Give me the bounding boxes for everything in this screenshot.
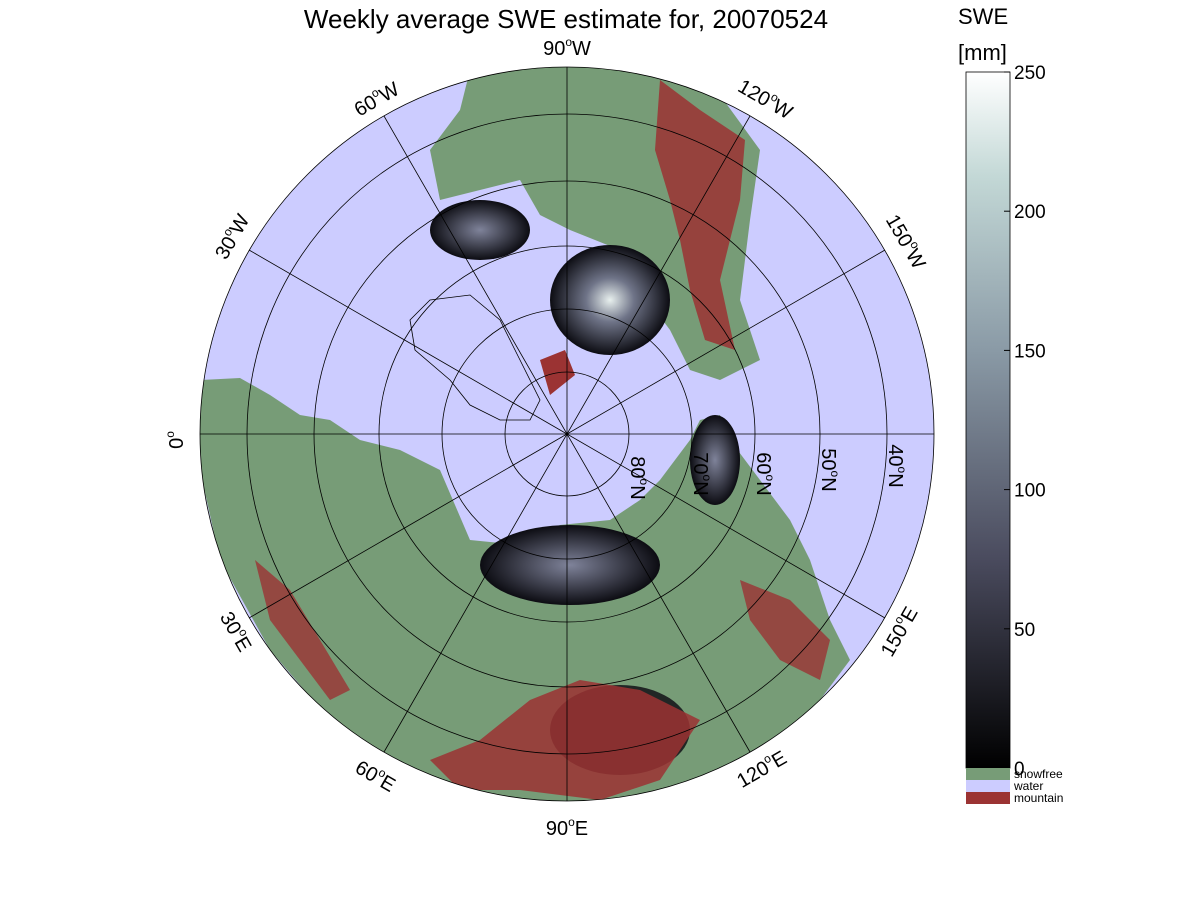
snow-east-siberia [690, 415, 740, 505]
colorbar-ticks: 250 200 150 100 50 0 [1004, 63, 1046, 780]
colorbar-unit: [mm] [958, 40, 1007, 65]
mountain-himalaya [430, 680, 700, 800]
mountain-rockies [655, 80, 745, 350]
label-60n: 60oN [752, 452, 777, 495]
colorbar-tick-label: 50 [1014, 620, 1035, 641]
category-label-mountain: mountain [1014, 791, 1063, 805]
label-60e: 60oE [351, 754, 400, 797]
mountain-east-asia [740, 580, 830, 680]
category-swatch-mountain [966, 792, 1010, 804]
map-title: Weekly average SWE estimate for, 2007052… [303, 4, 829, 34]
mountain-europe [255, 560, 350, 700]
colorbar-tick-label: 250 [1014, 63, 1046, 84]
label-90w: 90oW [543, 35, 591, 60]
colorbar-tick-label: 0 [1014, 759, 1025, 780]
category-label-snowfree: snowfree [1014, 767, 1063, 781]
colorbar-title: SWE [958, 4, 1009, 29]
category-label-water: water [1013, 779, 1043, 793]
map-frame [199, 66, 935, 802]
colorbar-tick-label: 200 [1014, 202, 1046, 223]
label-50n: 50oN [817, 448, 842, 491]
snow-siberia [480, 525, 660, 605]
colorbar-tick-label: 100 [1014, 481, 1046, 502]
polar-map: 90oW 60oW 30oW 0o 120oW 150oW 180oW 150o… [163, 35, 935, 840]
label-0: 0o [163, 431, 188, 449]
snow-labrador [430, 200, 530, 260]
label-80n: 80oN [626, 456, 651, 499]
greenland [409, 294, 541, 421]
meridian-150w-30e [248, 249, 886, 619]
colorbar-gradient [965, 71, 1011, 769]
snow-arctic-canada [550, 245, 670, 355]
label-70n: 70oN [689, 452, 714, 495]
category-swatch-water [966, 780, 1010, 792]
colorbar-tick-label: 150 [1014, 341, 1046, 362]
label-90e: 90oE [546, 815, 588, 840]
parallel-labels: 80oN 70oN 60oN 50oN 40oN [626, 444, 909, 499]
category-swatch-snowfree [966, 768, 1010, 780]
graticule [199, 66, 935, 802]
label-40n: 40oN [884, 444, 909, 487]
